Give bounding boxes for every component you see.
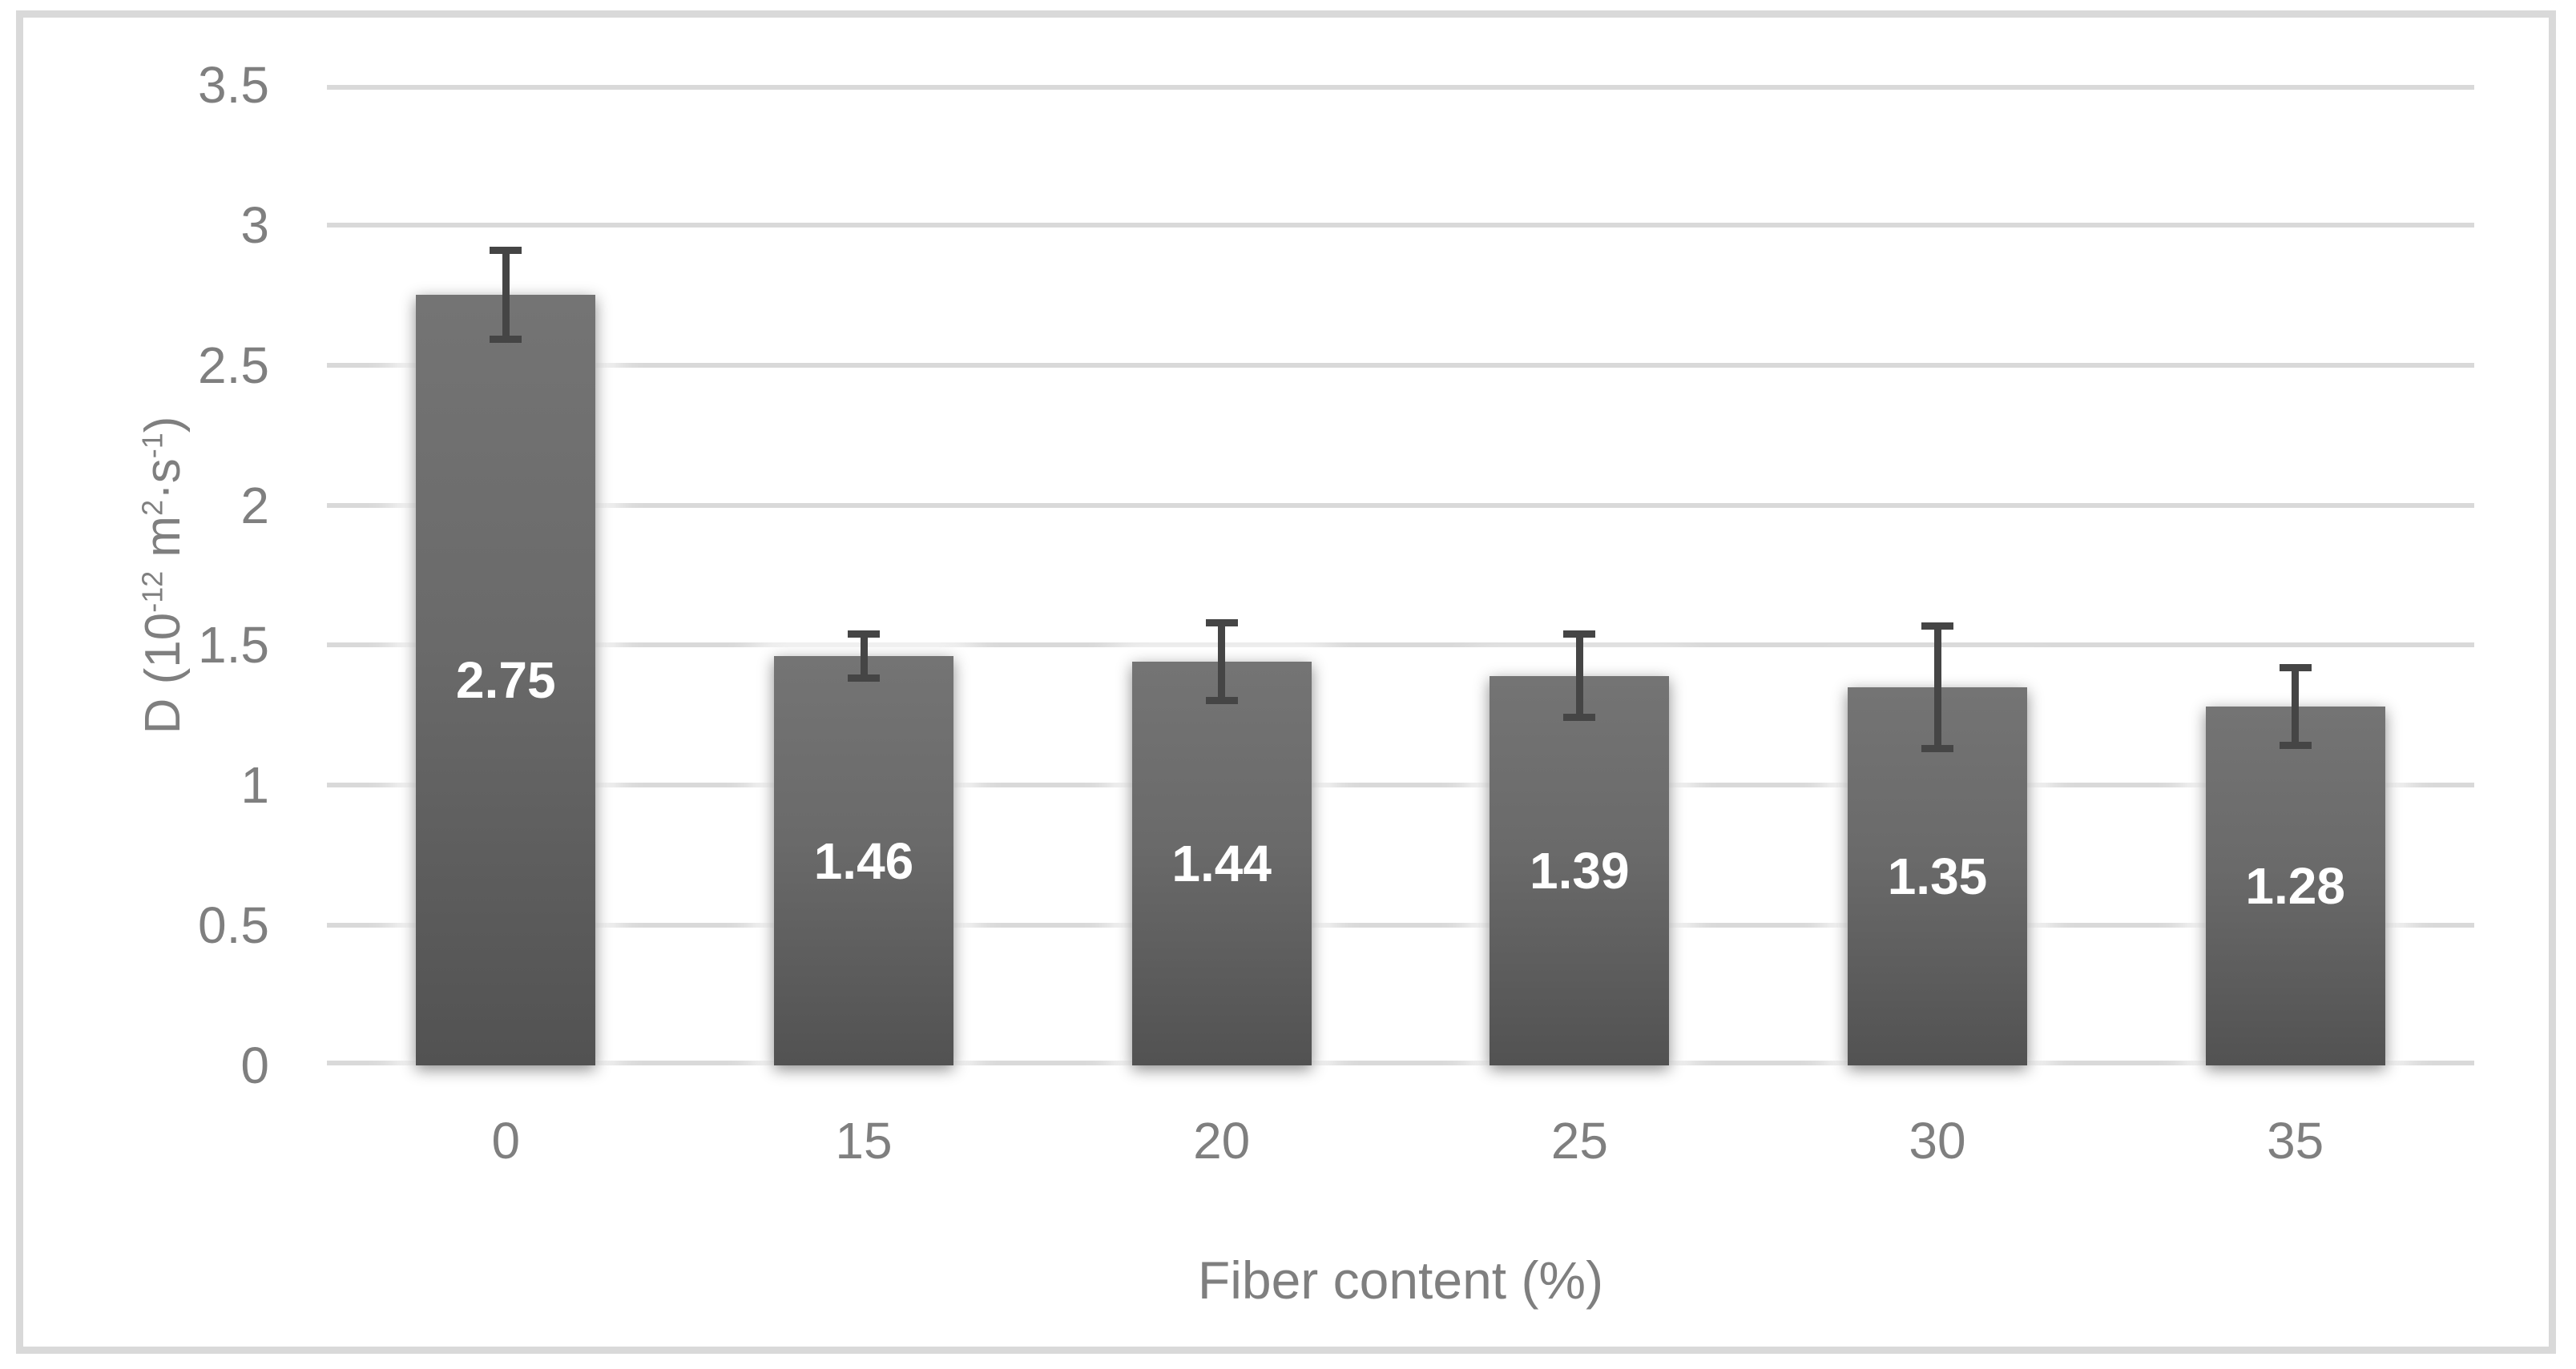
y-axis-tick-labels: 0 0.5 1 1.5 2 2.5 3 3.5	[0, 59, 269, 1091]
x-axis-category-labels: 0 15 20 25 30 35	[327, 1115, 2474, 1171]
error-bar-bottom-cap	[1921, 744, 1953, 752]
gridline	[327, 783, 2474, 788]
bar-data-label: 1.39	[1530, 841, 1630, 900]
x-category-label: 35	[2267, 1112, 2324, 1170]
y-tick-label: 2.5	[198, 336, 269, 394]
gridline	[327, 502, 2474, 508]
error-bar-bottom-cap	[1205, 697, 1238, 705]
gridline	[327, 222, 2474, 227]
error-bar-top-cap	[1205, 619, 1238, 627]
x-category-label: 0	[491, 1112, 521, 1170]
gridline	[327, 85, 2474, 90]
x-category-label: 25	[1550, 1112, 1608, 1170]
gridline	[327, 923, 2474, 928]
error-bar-top-cap	[2279, 664, 2312, 672]
x-category-label: 15	[835, 1112, 893, 1170]
error-bar-top-cap	[1921, 622, 1953, 630]
error-bar-line	[1933, 625, 1941, 749]
error-bar-bottom-cap	[490, 336, 522, 344]
error-bar-bottom-cap	[848, 674, 880, 682]
bar	[1131, 662, 1312, 1065]
y-tick-label: 0.5	[198, 896, 269, 955]
plot-area: 2.75 1.46 1.44 1.39 1.35 1.28	[327, 85, 2474, 1065]
error-bar-top-cap	[490, 247, 522, 255]
x-axis-title: Fiber content (%)	[1197, 1250, 1604, 1310]
bar-data-label: 1.28	[2245, 857, 2345, 916]
error-bar-top-cap	[848, 630, 880, 638]
x-axis-line	[327, 1061, 2474, 1065]
y-tick-label: 1	[240, 756, 269, 815]
y-tick-label: 3.5	[198, 56, 269, 114]
error-bar-line	[860, 634, 868, 679]
bar-data-label: 2.75	[456, 651, 556, 710]
x-category-label: 30	[1909, 1112, 1966, 1170]
y-tick-label: 1.5	[198, 616, 269, 674]
bar	[416, 295, 596, 1065]
error-bar-line	[1575, 634, 1583, 719]
bar-data-label: 1.35	[1887, 847, 1988, 905]
y-tick-label: 3	[240, 195, 269, 254]
y-tick-label: 0	[240, 1037, 269, 1094]
error-bar-line	[502, 250, 510, 340]
error-bar-line	[2292, 667, 2300, 747]
error-bar-top-cap	[1563, 630, 1596, 638]
error-bar-line	[1218, 622, 1226, 702]
bar	[2205, 707, 2385, 1065]
bar	[1490, 675, 1670, 1065]
error-bar-bottom-cap	[2279, 742, 2312, 750]
bar-data-label: 1.46	[813, 831, 914, 890]
bar	[774, 656, 953, 1065]
bar-data-label: 1.44	[1171, 835, 1272, 893]
error-bar-bottom-cap	[1563, 714, 1596, 722]
x-category-label: 20	[1193, 1112, 1251, 1170]
gridline	[327, 362, 2474, 368]
y-tick-label: 2	[240, 476, 269, 534]
gridline	[327, 642, 2474, 648]
